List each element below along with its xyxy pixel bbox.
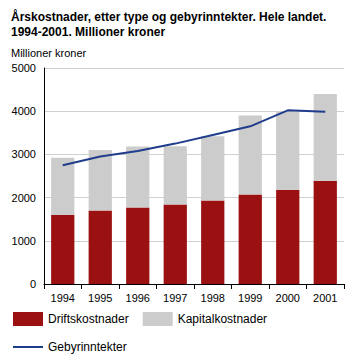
svg-text:1000: 1000 — [12, 235, 36, 247]
svg-text:0: 0 — [30, 278, 36, 290]
svg-text:2000: 2000 — [12, 192, 36, 204]
svg-text:Millioner kroner: Millioner kroner — [11, 47, 87, 59]
svg-text:Driftskostnader: Driftskostnader — [48, 312, 129, 326]
svg-text:1999: 1999 — [238, 292, 262, 304]
svg-text:2000: 2000 — [276, 292, 300, 304]
svg-text:1995: 1995 — [88, 292, 112, 304]
svg-text:4000: 4000 — [12, 105, 36, 117]
svg-text:1994: 1994 — [51, 292, 75, 304]
svg-text:3000: 3000 — [12, 148, 36, 160]
svg-text:Kapitalkostnader: Kapitalkostnader — [178, 312, 267, 326]
svg-text:Gebyrinntekter: Gebyrinntekter — [48, 340, 127, 354]
svg-text:1994-2001. Millioner kroner: 1994-2001. Millioner kroner — [11, 25, 165, 39]
svg-text:1997: 1997 — [163, 292, 187, 304]
svg-text:1996: 1996 — [126, 292, 150, 304]
svg-text:5000: 5000 — [12, 62, 36, 74]
svg-text:Årskostnader, etter type og ge: Årskostnader, etter type og gebyrinntekt… — [11, 9, 330, 24]
svg-text:2001: 2001 — [313, 292, 337, 304]
svg-text:1998: 1998 — [201, 292, 225, 304]
